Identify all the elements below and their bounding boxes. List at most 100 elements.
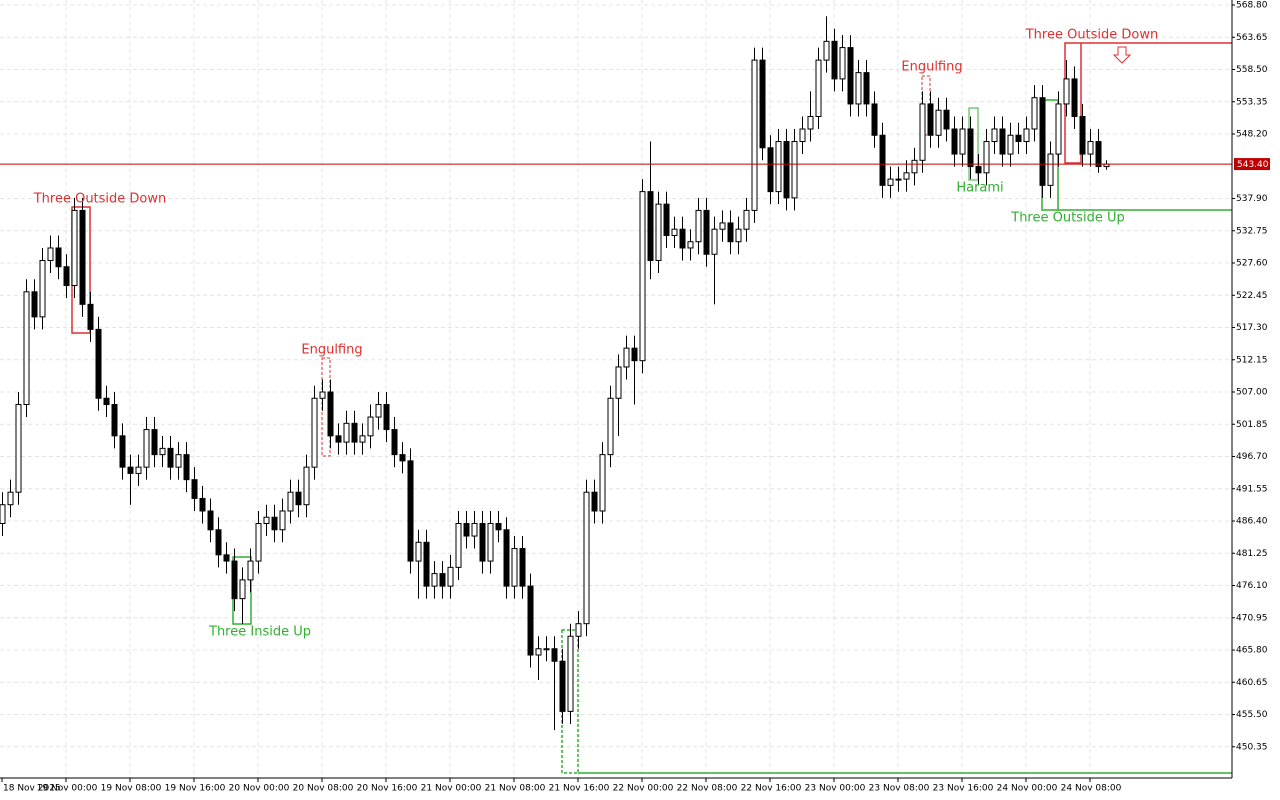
candle-body [71,209,78,287]
candle-body [831,40,838,80]
candle-body [287,491,294,512]
pattern-label: Engulfing [901,60,962,75]
candle-body [599,454,606,512]
candle-body [1031,97,1038,130]
candles [0,16,1232,731]
candle-body [1079,115,1086,155]
candle-body [863,72,870,105]
candle-body [383,404,390,431]
y-tick-label: 507.00 [1236,388,1268,398]
candle-body [879,134,886,186]
candle-body [15,404,22,493]
candle-body [271,516,278,531]
candle-body [199,497,206,512]
x-tick-label: 20 Nov 16:00 [357,784,418,794]
candle-body [231,560,238,600]
candle-body [935,109,942,136]
candle-body [295,491,302,506]
candle-body [615,366,622,399]
candle-body [655,203,662,262]
down-arrow [1112,46,1132,64]
candle-body [983,141,990,174]
candle-body [439,573,446,587]
x-tick-label: 19 Nov 08:00 [101,784,162,794]
candle-body [807,115,814,130]
candle-body [735,228,742,243]
candle-body [79,209,86,305]
candle-body [975,166,982,174]
candle-body [23,291,30,406]
candle-body [623,347,630,368]
candle-body [583,491,590,625]
last-price-box [1234,158,1270,171]
candle-body [631,347,638,362]
x-tick-label: 22 Nov 08:00 [677,784,738,794]
candle-body [815,59,822,117]
candle-body [95,328,102,399]
y-tick-label: 450.35 [1236,742,1268,752]
pattern-label: Harami [956,181,1003,196]
candle-body [207,510,214,531]
x-tick-label: 23 Nov 00:00 [805,784,866,794]
pattern-label: Three Outside Down [33,192,167,207]
candle-body [719,222,726,230]
candle-body [647,191,654,262]
candle-body [247,560,254,581]
candle-body [1087,141,1094,155]
candle-body [775,141,782,193]
candle-body [751,59,758,211]
x-tick-label: 22 Nov 16:00 [741,784,802,794]
x-tick-label: 21 Nov 00:00 [421,784,482,794]
candle-body [511,548,518,587]
y-tick-label: 460.65 [1236,678,1268,688]
pattern-label: Three Inside Up [208,625,311,640]
candle-body [663,203,670,236]
candle-body [303,466,310,506]
candle-body [255,523,262,562]
candle-body [487,523,494,562]
candle-body [479,523,486,562]
candle-body [783,141,790,199]
candle-body [183,454,190,481]
candle-body [31,291,38,318]
candle-body [639,191,646,362]
candle-body [391,429,398,456]
candle-body [151,429,158,456]
candle-body [375,404,382,418]
candle-body [1007,134,1014,155]
y-tick-label: 501.85 [1236,420,1268,430]
candle-body [1055,103,1062,155]
y-tick-label: 558.50 [1236,65,1268,75]
y-tick-label: 455.50 [1236,710,1268,720]
candle-body [911,159,918,174]
candle-body [263,516,270,525]
x-tick-label: 20 Nov 08:00 [293,784,354,794]
y-tick-label: 522.45 [1236,291,1268,301]
candle-body [703,209,710,255]
pattern-label: Three Outside Down [1025,28,1159,43]
candle-body [695,209,702,243]
candle-body [351,422,358,443]
x-tick-label: 18 Nov 2025 [3,784,61,794]
x-tick-label: 19 Nov 16:00 [165,784,226,794]
candle-body [887,178,894,186]
candle-body [823,40,830,61]
x-tick-label: 19 Nov 00:00 [37,784,98,794]
candle-body [919,103,926,161]
candle-body [159,447,166,456]
candle-body [87,303,94,330]
y-tick-label: 496.70 [1236,452,1268,462]
candle-body [455,523,462,568]
candle-body [791,141,798,199]
candle-body [559,660,566,712]
y-tick-label: 568.80 [1236,1,1268,11]
candle-body [239,579,246,600]
candle-body [535,648,542,656]
candle-body [63,266,70,287]
pattern-label: Engulfing [301,343,362,358]
candle-body [959,128,966,155]
candle-body [471,523,478,537]
